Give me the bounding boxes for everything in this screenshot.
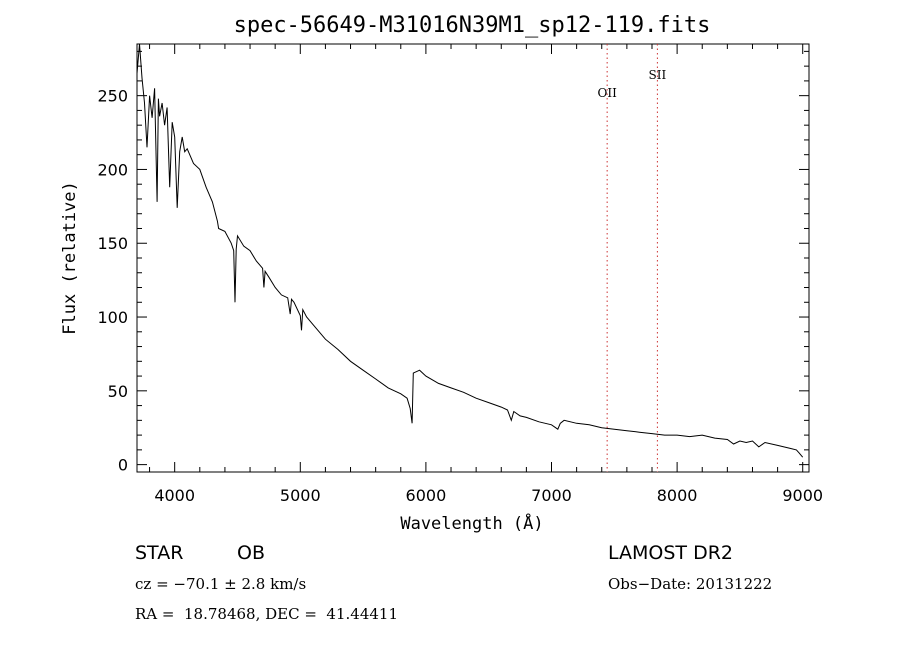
survey-name: LAMOST DR2: [608, 542, 733, 564]
x-tick-label: 7000: [531, 486, 572, 505]
x-tick-label: 6000: [406, 486, 447, 505]
y-axis-label: Flux (relative): [60, 181, 80, 335]
redshift-cz: cz = −70.1 ± 2.8 km/s: [135, 575, 307, 593]
x-tick-label: 8000: [657, 486, 698, 505]
coordinates-radec: RA = 18.78468, DEC = 41.44411: [135, 605, 399, 623]
y-tick-label: 250: [97, 87, 128, 106]
y-tick-label: 200: [97, 160, 128, 179]
y-tick-label: 100: [97, 308, 128, 327]
y-tick-label: 0: [118, 456, 128, 475]
y-tick-label: 150: [97, 234, 128, 253]
x-tick-label: 9000: [782, 486, 823, 505]
axis-ticks: 4000 5000 6000 7000 8000 9000 0 50 100 150 200 250: [97, 44, 823, 505]
spectrum-line: [136, 43, 804, 458]
annotation-label: SII: [649, 68, 667, 82]
chart-title: spec-56649-M31016N39M1_sp12-119.fits: [234, 13, 711, 38]
x-tick-label: 5000: [280, 486, 321, 505]
observation-date: Obs−Date: 20131222: [608, 575, 773, 593]
object-class: STAR: [135, 542, 184, 564]
x-axis-label: Wavelength (Å): [400, 512, 543, 534]
x-tick-label: 4000: [154, 486, 195, 505]
y-tick-label: 50: [108, 382, 128, 401]
object-subclass: OB: [237, 542, 265, 564]
plot-frame: [136, 43, 810, 473]
annotation-label: OII: [597, 86, 617, 100]
annotation-layer: OII SII: [597, 44, 667, 472]
